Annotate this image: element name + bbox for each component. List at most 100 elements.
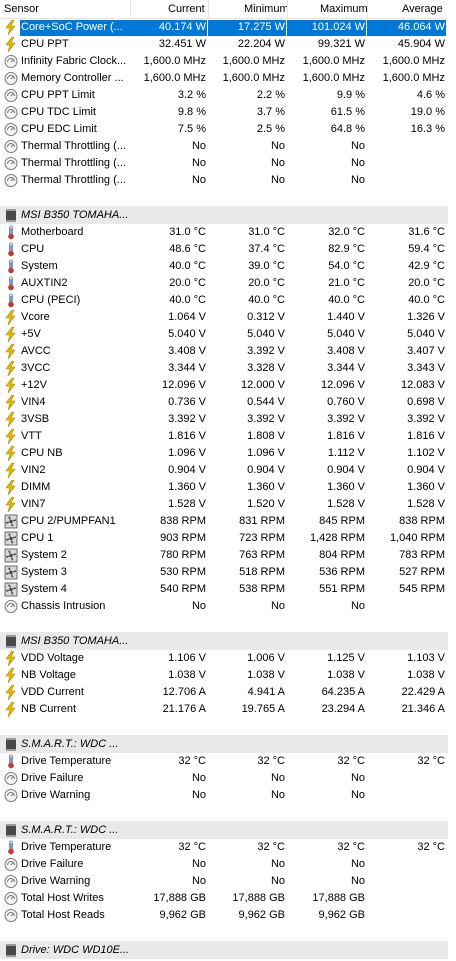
gauge-icon [4,908,18,923]
lightning-icon [4,650,18,667]
sensor-row[interactable]: NB Voltage 1.038 V 1.038 V 1.038 V 1.038 V [0,667,456,684]
sensor-row[interactable]: Memory Controller ... 1,600.0 MHz 1,600.0 … [0,70,456,87]
sensor-row[interactable]: CPU NB 1.096 V 1.096 V 1.112 V 1.102 V [0,445,456,462]
column-divider[interactable] [208,0,209,19]
sensor-row[interactable]: System 2 780 RPM 763 RPM 804 RPM 783 RPM [0,547,456,564]
sensor-row[interactable]: CPU EDC Limit 7.5 % 2.5 % 64.8 % 16.3 % [0,121,456,138]
chip-icon [4,737,18,752]
sensor-row[interactable]: VIN4 0.736 V 0.544 V 0.760 V 0.698 V [0,394,456,411]
sensor-row[interactable]: CPU TDC Limit 9.8 % 3.7 % 61.5 % 19.0 % [0,104,456,121]
current-value: No [191,174,206,186]
sensor-row[interactable]: DIMM 1.360 V 1.360 V 1.360 V 1.360 V [0,479,456,496]
sensor-row[interactable]: VIN7 1.528 V 1.520 V 1.528 V 1.528 V [0,496,456,513]
sensor-name: Motherboard [21,226,84,238]
sensor-row[interactable]: CPU 1 903 RPM 723 RPM 1,428 RPM 1,040 RPM [0,530,456,547]
maximum-value: 1.112 V [327,447,365,459]
sensor-row[interactable]: Drive Failure No No No [0,856,456,873]
minimum-value: 32 °C [257,841,285,853]
clock-icon [4,71,18,86]
column-maximum[interactable]: Maximum [320,3,368,15]
average-value: 59.4 °C [408,243,445,255]
column-divider[interactable] [287,0,288,19]
sensor-row[interactable]: VDD Voltage 1.106 V 1.006 V 1.125 V 1.103 V [0,650,456,667]
sensor-row[interactable]: Thermal Throttling (... No No No [0,155,456,172]
minimum-value: No [270,858,285,870]
lightning-icon [4,701,18,718]
sensor-row[interactable]: VIN2 0.904 V 0.904 V 0.904 V 0.904 V [0,462,456,479]
column-sensor[interactable]: Sensor [4,3,39,15]
sensor-name: Vcore [21,311,50,323]
sensor-row[interactable]: CPU 48.6 °C 37.4 °C 82.9 °C 59.4 °C [0,241,456,258]
maximum-value: 23.294 A [321,703,365,715]
current-value: No [191,157,206,169]
sensor-row[interactable]: Thermal Throttling (... No No No [0,138,456,155]
thermometer-icon [4,840,18,855]
sensor-row[interactable]: CPU 2/PUMPFAN1 838 RPM 831 RPM 845 RPM 838 R… [0,513,456,530]
vertical-scrollbar[interactable] [448,0,456,961]
lightning-icon [4,36,18,53]
sensor-row[interactable]: Chassis Intrusion No No No [0,598,456,615]
average-value: 3.343 V [407,362,445,374]
sensor-row[interactable]: System 4 540 RPM 538 RPM 551 RPM 545 RPM [0,581,456,598]
sensor-row[interactable]: System 3 530 RPM 518 RPM 536 RPM 527 RPM [0,564,456,581]
current-value: 40.0 °C [169,294,206,306]
sensor-row[interactable]: Vcore 1.064 V 0.312 V 1.440 V 1.326 V [0,309,456,326]
average-value [368,770,445,787]
average-value: 1.360 V [407,481,445,493]
sensor-row[interactable]: Motherboard 31.0 °C 31.0 °C 32.0 °C 31.6 °C [0,224,456,241]
lightning-icon [4,428,18,445]
sensor-name: Thermal Throttling (... [21,157,126,169]
sensor-row[interactable]: Drive Failure No No No [0,770,456,787]
sensor-row[interactable]: Total Host Reads 9,962 GB 9,962 GB 9,962 GB [0,907,456,924]
group-header[interactable]: S.M.A.R.T.: WDC ... [0,735,448,753]
column-current[interactable]: Current [168,3,205,15]
group-header[interactable]: MSI B350 TOMAHA... [0,206,448,224]
sensor-row[interactable]: +12V 12.096 V 12.000 V 12.096 V 12.083 V [0,377,456,394]
selection-highlight [287,20,366,36]
sensor-name: CPU PPT [21,38,69,50]
sensor-row[interactable]: AUXTIN2 20.0 °C 20.0 °C 21.0 °C 20.0 °C [0,275,456,292]
sensor-row[interactable]: Drive Temperature 32 °C 32 °C 32 °C 32 °C [0,753,456,770]
sensor-row[interactable]: CPU PPT 32.451 W 22.204 W 99.321 W 45.904 W [0,36,456,53]
column-divider[interactable] [367,0,368,19]
group-header[interactable]: S.M.A.R.T.: WDC ... [0,821,448,839]
sensor-row[interactable]: VTT 1.816 V 1.808 V 1.816 V 1.816 V [0,428,456,445]
current-value: No [191,772,206,784]
sensor-row[interactable]: AVCC 3.408 V 3.392 V 3.408 V 3.407 V [0,343,456,360]
current-value: No [191,858,206,870]
sensor-row[interactable]: 3VSB 3.392 V 3.392 V 3.392 V 3.392 V [0,411,456,428]
gauge-icon [4,88,18,103]
sensor-row[interactable]: VDD Current 12.706 A 4.941 A 64.235 A 22.429… [0,684,456,701]
maximum-value: 40.0 °C [328,294,365,306]
sensor-row[interactable]: 3VCC 3.344 V 3.328 V 3.344 V 3.343 V [0,360,456,377]
sensor-name: Thermal Throttling (... [21,174,126,186]
current-value: 7.5 % [177,123,206,135]
current-value: 3.2 % [177,89,206,101]
sensor-row[interactable]: Total Host Writes 17,888 GB 17,888 GB 17,88… [0,890,456,907]
sensor-name: Drive Failure [21,772,84,784]
maximum-value: 32 °C [337,755,365,767]
column-average[interactable]: Average [402,3,443,15]
sensor-row[interactable]: Drive Warning No No No [0,873,456,890]
column-divider[interactable] [130,0,131,19]
sensor-row[interactable]: +5V 5.040 V 5.040 V 5.040 V 5.040 V [0,326,456,343]
maximum-value: No [350,174,365,186]
group-header[interactable]: MSI B350 TOMAHA... [0,632,448,650]
sensor-row[interactable]: Infinity Fabric Clock... 1,600.0 MHz 1,600… [0,53,456,70]
group-header[interactable]: Drive: WDC WD10E... [0,941,448,959]
sensor-row[interactable]: CPU PPT Limit 3.2 % 2.2 % 9.9 % 4.6 % [0,87,456,104]
sensor-row[interactable]: NB Current 21.176 A 19.765 A 23.294 A 21.346… [0,701,456,718]
sensor-row[interactable]: Drive Warning No No No [0,787,456,804]
sensor-row[interactable]: Core+SoC Power (... 40.174 W 17.275 W 101.0… [0,19,456,36]
sensor-row[interactable]: CPU (PECI) 40.0 °C 40.0 °C 40.0 °C 40.0 °C [0,292,456,309]
sensor-name: CPU (PECI) [21,294,81,306]
average-value: 545 RPM [399,583,445,595]
sensor-row[interactable]: Thermal Throttling (... No No No [0,172,456,189]
minimum-value: 1,600.0 MHz [222,55,285,67]
maximum-value: No [350,858,365,870]
minimum-value: 37.4 °C [248,243,285,255]
current-value: 1,600.0 MHz [143,55,206,67]
sensor-row[interactable]: Drive Temperature 32 °C 32 °C 32 °C 32 °C [0,839,456,856]
column-minimum[interactable]: Minimum [244,3,289,15]
sensor-row[interactable]: System 40.0 °C 39.0 °C 54.0 °C 42.9 °C [0,258,456,275]
